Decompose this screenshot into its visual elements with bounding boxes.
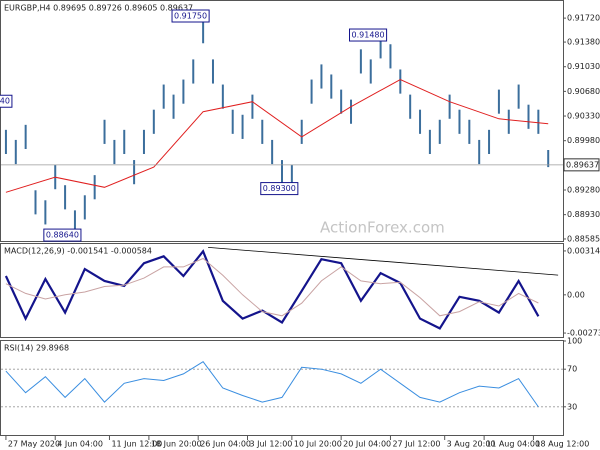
annotation-box — [0, 94, 13, 108]
rsi-title: RSI(14) 29.8968 — [4, 344, 69, 353]
y-tick-label: 0.00 — [567, 290, 585, 299]
x-tick-label: 27 May 2020 — [8, 440, 60, 449]
x-tick-label: 11 Aug 04:00 — [486, 440, 540, 449]
last-price-label: 0.89637 — [566, 160, 599, 169]
x-tick-label: 20 Jul 04:00 — [343, 440, 391, 449]
x-tick-label: 3 Jul 12:00 — [249, 440, 292, 449]
y-tick-label: 0.88585 — [567, 234, 600, 243]
macd-title: MACD(12,26,9) -0.001541 -0.000584 — [4, 247, 152, 256]
annotation-box — [43, 228, 82, 242]
y-tick-label: 0.89280 — [567, 185, 600, 194]
y-tick-label: 0.91380 — [567, 38, 600, 47]
y-tick-label: 70 — [567, 365, 577, 374]
last-price-box — [563, 158, 600, 172]
x-tick-label: 27 Jul 12:00 — [392, 440, 440, 449]
x-tick-label: 18 Aug 12:00 — [535, 440, 589, 449]
macd-line — [4, 249, 540, 330]
x-tick-label: 4 Jun 04:00 — [57, 440, 103, 449]
annotation-box — [349, 28, 388, 42]
main-title: EURGBP,H4 0.89695 0.89726 0.89605 0.8963… — [4, 4, 193, 13]
rsi-line — [5, 361, 539, 408]
x-tick-label: 18 Jun 20:00 — [151, 440, 202, 449]
signal-line — [5, 257, 539, 317]
annotation-label: 0.88640 — [46, 231, 79, 240]
y-tick-label: 0.89980 — [567, 136, 600, 145]
annotation-box — [260, 182, 299, 196]
annotation-label: 0.89300 — [263, 184, 296, 193]
moving-average — [5, 78, 549, 193]
annotation-label: 0.91480 — [352, 31, 385, 40]
y-tick-label: 0.90680 — [567, 87, 600, 96]
watermark: ActionForex.com — [320, 219, 445, 237]
y-tick-label: 100 — [567, 337, 582, 346]
y-tick-label: 30 — [567, 402, 577, 411]
trendline — [208, 247, 559, 276]
y-tick-label: 0.91030 — [567, 62, 600, 71]
rsi-panel — [0, 340, 564, 436]
y-tick-label: 0.88930 — [567, 210, 600, 219]
annotation-label: 0.91750 — [174, 12, 207, 21]
y-tick-label: 0.90330 — [567, 112, 600, 121]
macd-panel — [0, 243, 564, 338]
main-panel — [0, 0, 564, 242]
y-tick-label: 0.91720 — [567, 14, 600, 23]
x-tick-label: 11 Jun 12:00 — [111, 440, 162, 449]
annotation-box — [171, 9, 210, 23]
y-tick-label: 0.003143 — [567, 246, 600, 255]
x-tick-label: 26 Jun 04:00 — [200, 440, 251, 449]
y-tick-label: -0.002737 — [567, 329, 600, 338]
x-tick-label: 3 Aug 20:00 — [447, 440, 496, 449]
annotation-label: 40 — [0, 97, 10, 106]
x-tick-label: 10 Jul 20:00 — [294, 440, 342, 449]
